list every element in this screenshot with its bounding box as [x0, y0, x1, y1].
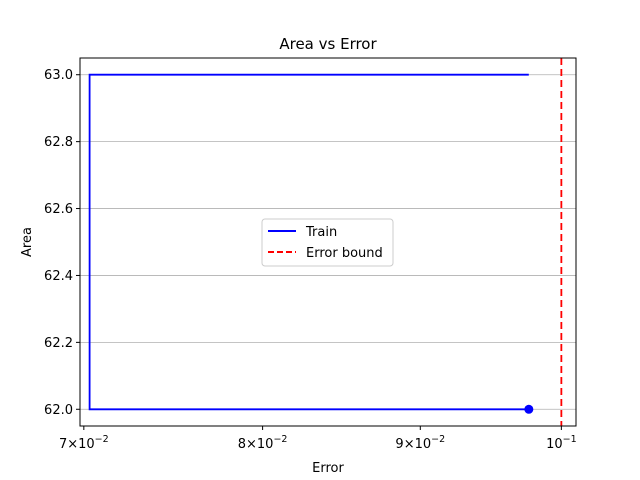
series-start-marker	[524, 404, 534, 414]
x-tick-label: 8×10−2	[238, 434, 288, 452]
y-tick-label: 63.0	[44, 68, 73, 83]
y-tick-label: 62.6	[44, 202, 73, 217]
legend: Train Error bound	[261, 218, 394, 267]
y-tick-label: 62.2	[44, 336, 73, 351]
y-tick-label: 62.8	[44, 135, 73, 150]
legend-error-bound-label: Error bound	[306, 246, 383, 261]
x-tick-label: 9×10−2	[395, 434, 445, 452]
y-axis-ticks: 62.0 62.2 62.4 62.6 62.8 63.0	[44, 68, 80, 418]
legend-train-label: Train	[305, 225, 337, 240]
series-line-train	[88, 73, 529, 411]
x-tick-label: 7×10−2	[59, 434, 109, 452]
x-axis-ticks: 7×10−2 8×10−2 9×10−2 10−1	[59, 426, 577, 452]
plot-area	[88, 58, 563, 426]
x-axis-label: Error	[312, 461, 344, 476]
chart-title: Area vs Error	[279, 35, 377, 53]
y-tick-label: 62.4	[44, 269, 73, 284]
y-tick-label: 62.0	[44, 403, 73, 418]
x-tick-label: 10−1	[546, 434, 577, 452]
axes-frame	[79, 57, 577, 427]
y-axis-label: Area	[20, 227, 35, 257]
